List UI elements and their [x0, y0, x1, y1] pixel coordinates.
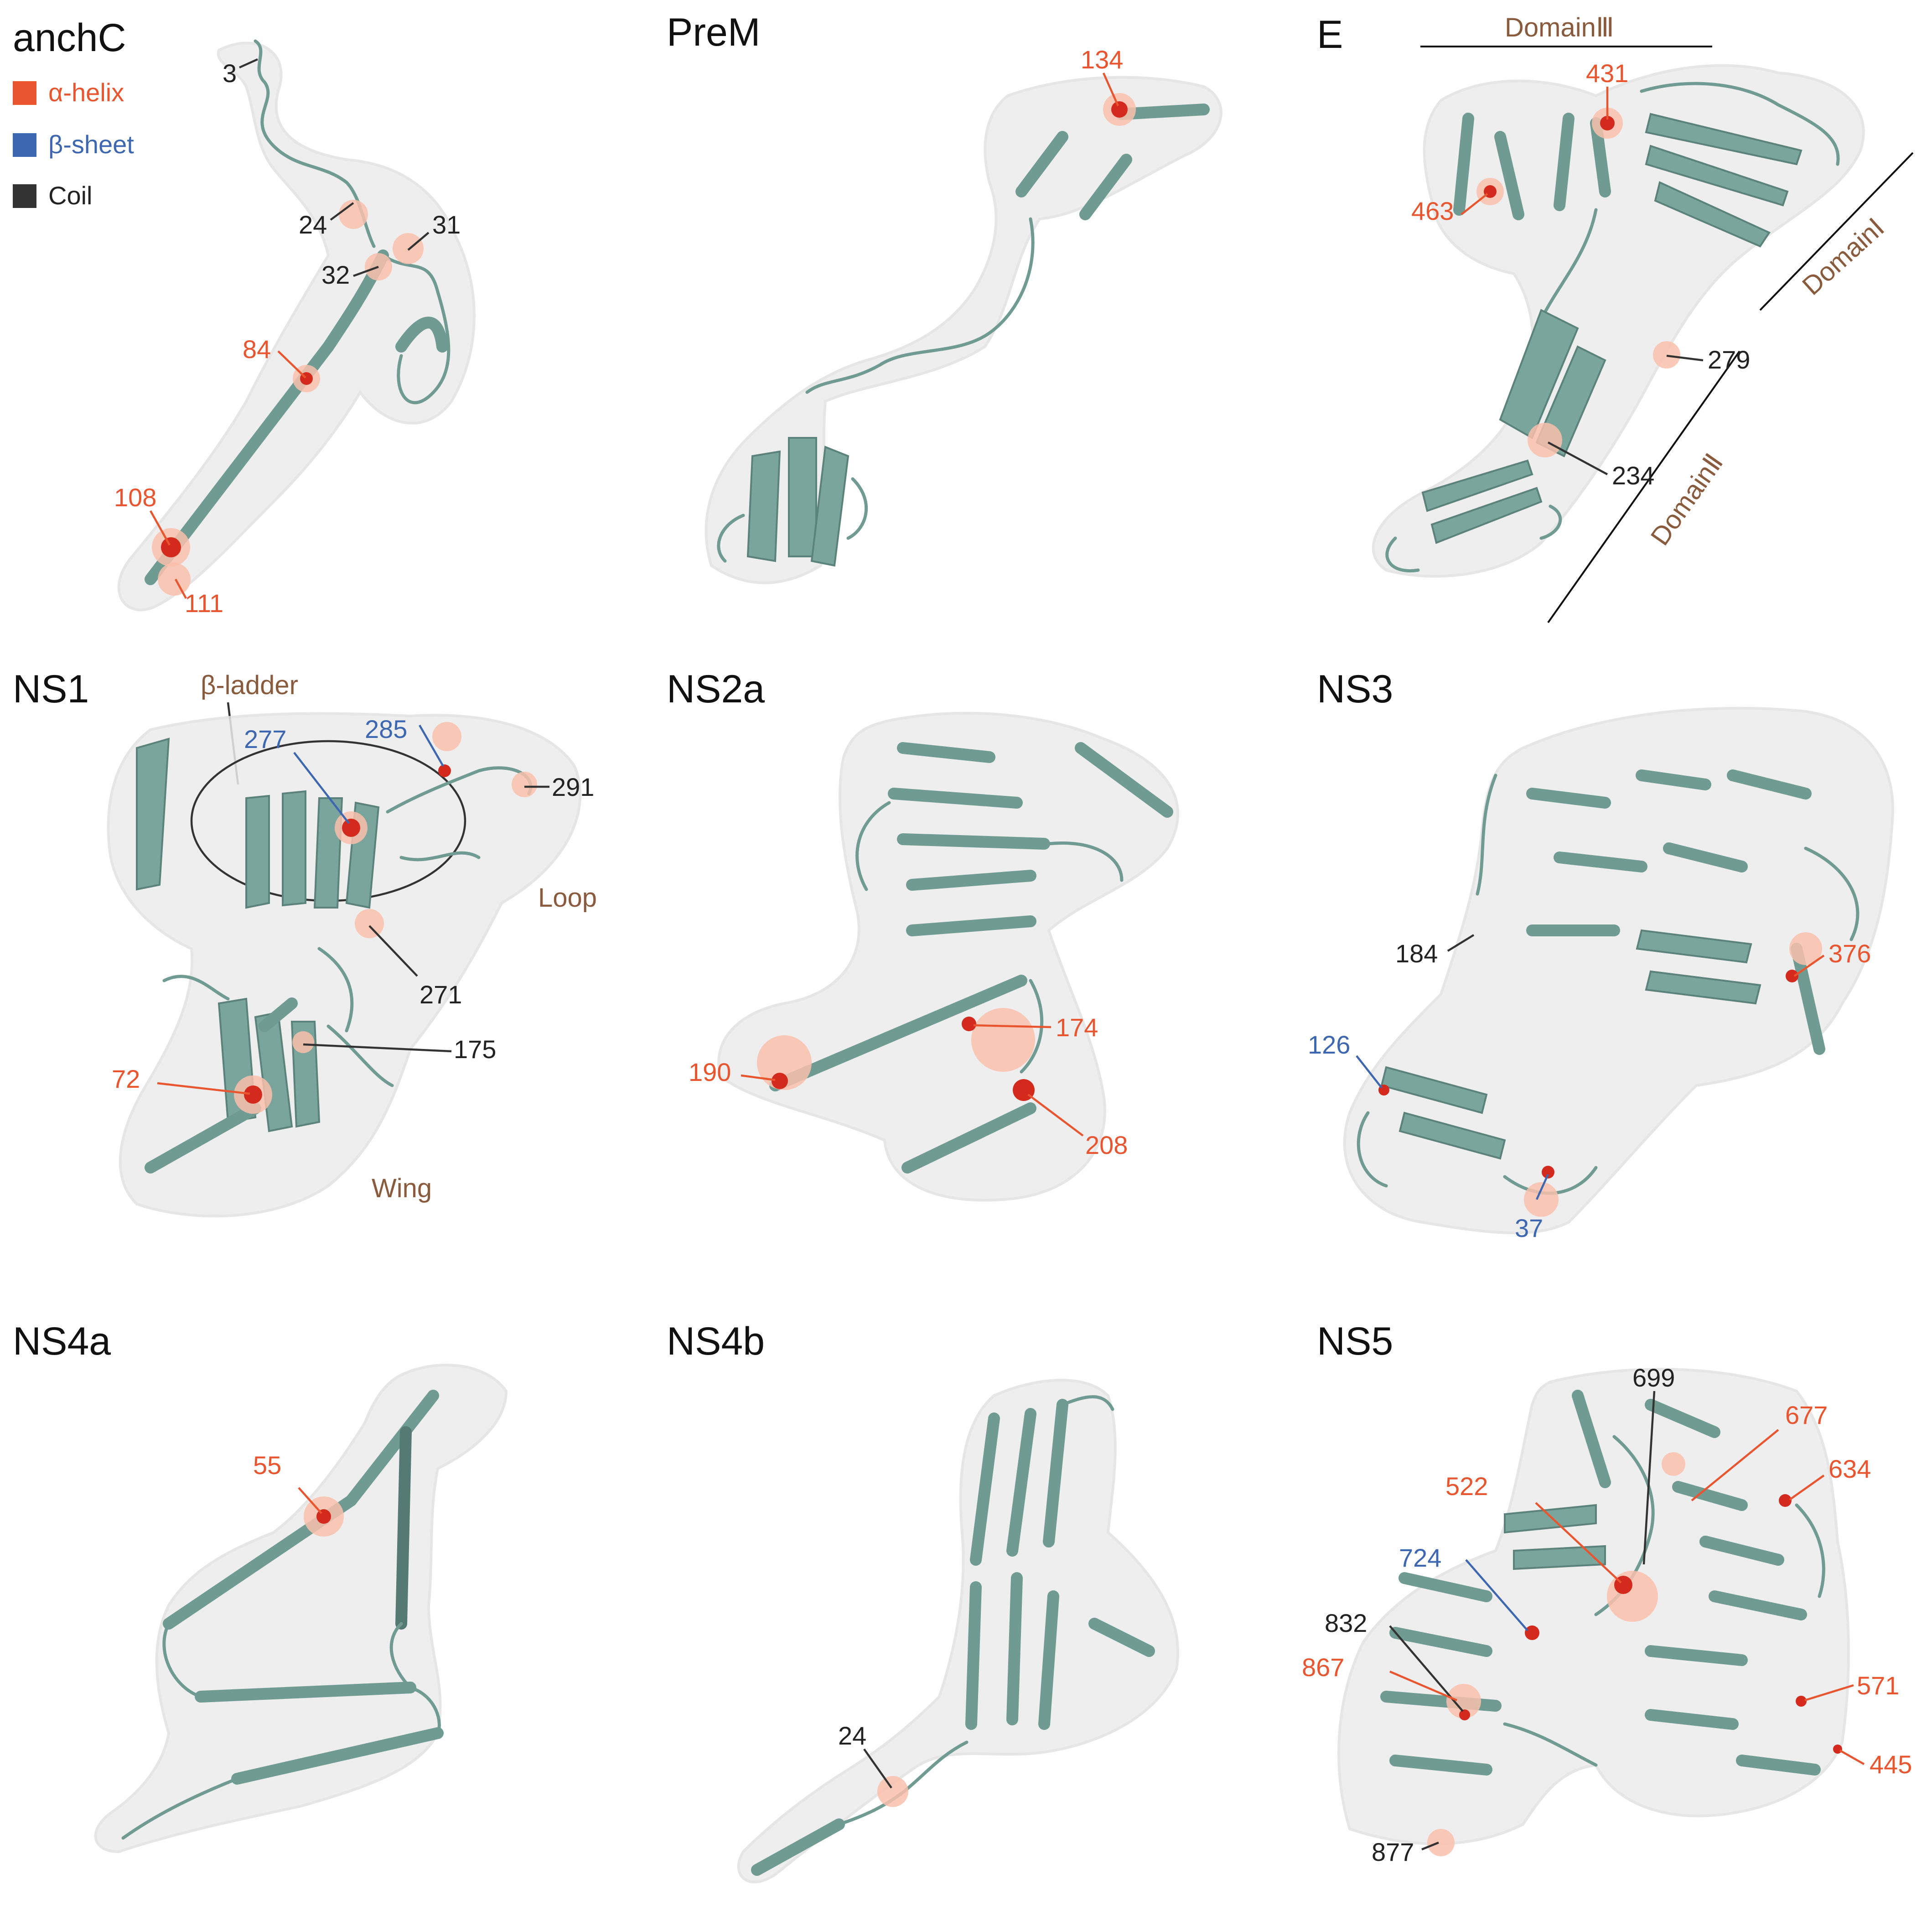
site-label: 174 [1056, 1013, 1098, 1042]
structure-ns5 [1337, 1368, 1850, 1856]
panel-ns2a: NS2a 174 190 208 [667, 667, 1180, 1202]
panel-title-ns2a: NS2a [667, 667, 765, 711]
site-label: 867 [1302, 1653, 1344, 1682]
site-label: 72 [112, 1065, 140, 1093]
legend-swatch-helix [13, 81, 36, 105]
site-label: 3 [223, 59, 237, 88]
site-label: 724 [1399, 1543, 1441, 1572]
site-label: 208 [1085, 1131, 1128, 1159]
site-label: 445 [1870, 1750, 1912, 1779]
site-label: 234 [1612, 461, 1654, 490]
panel-ns4a: NS4a 55 [13, 1319, 508, 1854]
site-label: 291 [552, 773, 594, 801]
structure-e [1372, 64, 1865, 578]
legend-swatch-sheet [13, 133, 36, 157]
legend-swatch-coil [13, 184, 36, 208]
site-label: 677 [1785, 1401, 1828, 1429]
panel-prem: PreM 134 [667, 10, 1222, 584]
site-label: 55 [253, 1451, 281, 1480]
region-label-wing: Wing [372, 1174, 432, 1203]
structure-anchc [117, 39, 476, 611]
structure-ns2a [717, 711, 1180, 1202]
region-label-loop: Loop [538, 883, 597, 913]
region-label-domain-ii: DomainⅡ [1645, 448, 1729, 550]
site-label: 634 [1828, 1454, 1871, 1483]
site-label: 134 [1081, 45, 1123, 74]
site-label: 175 [454, 1035, 496, 1064]
panel-title-ns3: NS3 [1317, 667, 1393, 711]
site-label: 126 [1308, 1030, 1350, 1059]
region-label-domain-iii: DomainⅢ [1505, 13, 1614, 42]
site-label: 184 [1395, 939, 1438, 968]
panel-e: E DomainⅢ DomainⅠ DomainⅡ [1317, 13, 1914, 623]
legend-label-sheet: β-sheet [48, 130, 134, 159]
panel-title-e: E [1317, 13, 1343, 57]
structure-ns4b [737, 1379, 1180, 1884]
legend: α-helix β-sheet Coil [13, 78, 134, 210]
site-label: 31 [432, 210, 461, 239]
site-label: 571 [1857, 1671, 1899, 1700]
site-label: 431 [1586, 59, 1628, 88]
domain-i-line [1759, 152, 1914, 311]
panel-title-anchc: anchC [13, 16, 126, 60]
site-label: 277 [244, 725, 286, 753]
site-label: 376 [1828, 939, 1871, 968]
panel-ns1: NS1 β-ladder Loop Wing [13, 667, 597, 1218]
structure-ns4a [94, 1364, 508, 1854]
legend-label-helix: α-helix [48, 78, 124, 107]
site-label: 32 [321, 260, 350, 289]
site-label: 111 [185, 589, 223, 618]
site-label: 84 [243, 335, 271, 364]
panel-anchc: anchC α-helix β-sheet Coil [13, 16, 476, 618]
panel-title-ns5: NS5 [1317, 1319, 1393, 1363]
site-label: 279 [1708, 345, 1750, 374]
panel-ns4b: NS4b 24 [667, 1319, 1180, 1884]
region-label-beta-ladder: β-ladder [201, 670, 298, 700]
site-label: 877 [1372, 1838, 1414, 1866]
site-label: 522 [1445, 1472, 1488, 1501]
site-label: 699 [1632, 1363, 1675, 1392]
structure-ns1 [107, 712, 582, 1218]
panel-ns3: NS3 184 376 126 37 [1308, 667, 1894, 1242]
site-label: 37 [1515, 1214, 1543, 1242]
site-label: 24 [838, 1721, 866, 1750]
structure-ns3 [1343, 706, 1894, 1235]
panel-title-ns1: NS1 [13, 667, 89, 711]
structure-prem [704, 76, 1222, 584]
site-label: 271 [420, 980, 462, 1009]
site-labels-anchc: 3 24 31 32 84 108 111 [114, 58, 461, 618]
legend-label-coil: Coil [48, 181, 92, 210]
site-label: 285 [365, 715, 407, 743]
panel-title-ns4a: NS4a [13, 1319, 111, 1363]
site-label: 190 [689, 1058, 731, 1086]
site-label: 108 [114, 483, 156, 512]
site-label: 463 [1411, 197, 1454, 225]
site-label: 24 [299, 210, 327, 239]
site-label: 832 [1325, 1609, 1367, 1637]
panel-title-ns4b: NS4b [667, 1319, 765, 1363]
panel-ns5: NS5 [1302, 1319, 1912, 1866]
panel-title-prem: PreM [667, 10, 760, 54]
domain-ii-line [1547, 350, 1740, 623]
